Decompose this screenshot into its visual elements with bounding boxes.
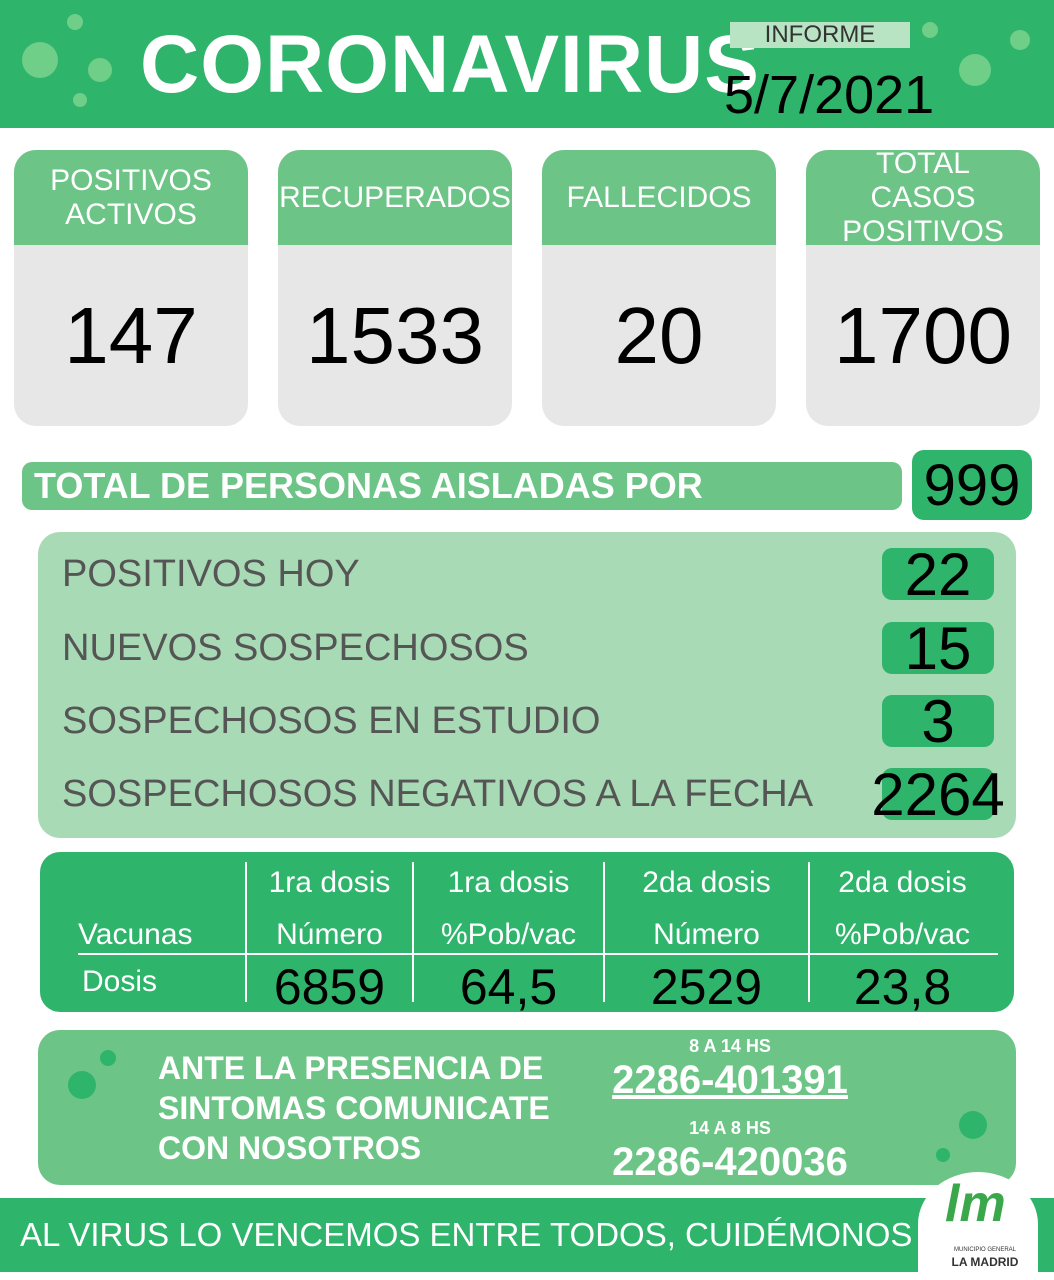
vaccine-dose: 1ra dosis	[447, 866, 570, 899]
card-value: 20	[614, 290, 704, 380]
report-label: INFORME	[730, 22, 910, 48]
title: CORONAVIRUS	[140, 19, 760, 110]
divider	[603, 862, 605, 1002]
vaccine-value: 2529	[650, 959, 763, 1015]
phone-number: 2286-420036	[612, 1140, 848, 1184]
message-line: SINTOMAS COMUNICATE	[158, 1090, 550, 1126]
vaccine-measure: %Pob/vac	[834, 918, 971, 951]
divider	[412, 862, 414, 1002]
vaccine-dose: 2da dosis	[838, 866, 967, 899]
today-value: 3	[882, 688, 994, 755]
stat-card: POSITIVOS ACTIVOS 147	[14, 150, 248, 426]
card-label: FALLECIDOS	[542, 150, 776, 245]
isolated-label: TOTAL DE PERSONAS AISLADAS POR CONTACTO	[22, 462, 902, 554]
logo-small: MUNICIPIO GENERAL	[953, 1247, 1016, 1253]
today-panel	[38, 532, 1016, 838]
card-value: 147	[64, 290, 198, 380]
contact-message: ANTE LA PRESENCIA DE SINTOMAS COMUNICATE C…	[158, 1048, 550, 1168]
vaccine-value: 6859	[273, 959, 386, 1015]
slogan: AL VIRUS LO VENCEMOS ENTRE TODOS, CUIDÉM…	[20, 1216, 913, 1253]
card-label: RECUPERADOS	[278, 150, 512, 245]
logo-bg	[918, 1172, 1038, 1276]
vaccine-dose: 2da dosis	[642, 866, 771, 899]
virus-decor	[22, 14, 1030, 107]
today-label: SOSPECHOSOS NEGATIVOS A LA FECHA	[62, 773, 814, 815]
divider	[78, 953, 998, 955]
today-value: 15	[882, 615, 994, 682]
today-value: 2264	[871, 760, 1005, 828]
vaccine-panel	[40, 852, 1014, 1012]
virus-decor	[68, 1050, 987, 1162]
logo-name: LA MADRID	[951, 1255, 1019, 1269]
card-value: 1700	[834, 290, 1012, 380]
vaccine-row-header: Vacunas	[78, 918, 193, 951]
vaccine-measure: %Pob/vac	[440, 918, 577, 951]
phone-hours: 14 A 8 HS	[689, 1118, 771, 1138]
date: 5/7/2021	[724, 65, 935, 125]
stat-card: RECUPERADOS 1533	[278, 150, 512, 426]
phone-hours: 8 A 14 HS	[689, 1036, 771, 1056]
today-label: POSITIVOS HOY	[62, 553, 360, 595]
stat-card: FALLECIDOS 20	[542, 150, 776, 426]
vaccine-value: 64,5	[459, 959, 558, 1015]
logo-mark: lm	[945, 1175, 1006, 1233]
divider	[808, 862, 810, 1002]
footer	[0, 1198, 1054, 1272]
vaccine-dose: 1ra dosis	[268, 866, 391, 899]
message-line: ANTE LA PRESENCIA DE	[158, 1050, 544, 1086]
vaccine-value: 23,8	[853, 959, 952, 1015]
message-line: CON NOSOTROS	[158, 1130, 422, 1166]
today-label: NUEVOS SOSPECHOSOS	[62, 627, 529, 669]
vaccine-measure: Número	[276, 918, 383, 951]
vaccine-row-label: Dosis	[82, 965, 158, 998]
stat-card: TOTAL CASOS POSITIVOS 1700	[806, 150, 1040, 426]
contact-panel	[38, 1030, 1016, 1185]
phone-number: 2286-401391	[612, 1058, 848, 1102]
isolated-value: 999	[912, 450, 1032, 520]
card-label: TOTAL CASOS POSITIVOS	[806, 150, 1040, 248]
card-label: POSITIVOS ACTIVOS	[14, 150, 248, 245]
today-value: 22	[882, 541, 994, 608]
today-label: SOSPECHOSOS EN ESTUDIO	[62, 700, 601, 742]
header	[0, 0, 1054, 128]
card-value: 1533	[306, 290, 484, 380]
divider	[245, 862, 247, 1002]
vaccine-measure: Número	[653, 918, 760, 951]
